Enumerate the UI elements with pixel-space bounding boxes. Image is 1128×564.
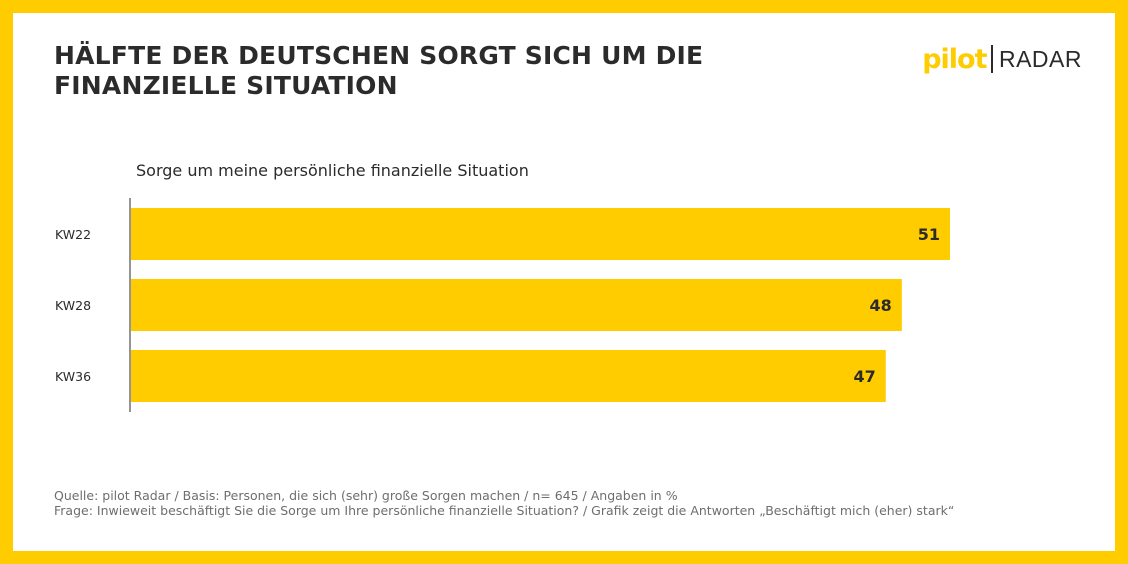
chart-title: Sorge um meine persönliche finanzielle S…: [136, 161, 529, 180]
bar-kw22: [131, 208, 950, 260]
chart-card: HÄLFTE DER DEUTSCHEN SORGT SICH UM DIE F…: [13, 13, 1115, 551]
bar-kw28: [131, 279, 902, 331]
question-note: Frage: Inwieweit beschäftigt Sie die Sor…: [54, 502, 955, 518]
bar-value-label: 47: [853, 367, 875, 386]
category-label: KW36: [55, 369, 91, 384]
pilot-radar-logo: pilot RADAR: [922, 43, 1082, 75]
logo-pilot-wordmark: pilot: [922, 43, 987, 75]
logo-divider: [991, 45, 993, 73]
bar-value-label: 48: [870, 296, 892, 315]
category-label: KW22: [55, 227, 91, 242]
logo-radar-wordmark: RADAR: [998, 45, 1082, 72]
page-title-line-2: FINANZIELLE SITUATION: [54, 71, 398, 100]
bar-chart: KW22 51 KW28 48 KW36 47: [55, 198, 950, 412]
bar-value-label: 51: [918, 225, 940, 244]
page-title-line-1: HÄLFTE DER DEUTSCHEN SORGT SICH UM DIE: [54, 41, 704, 70]
chart-footer: Quelle: pilot Radar / Basis: Personen, d…: [54, 488, 955, 518]
source-note: Quelle: pilot Radar / Basis: Personen, d…: [54, 488, 678, 503]
bar-kw36: [131, 350, 886, 402]
page-title: HÄLFTE DER DEUTSCHEN SORGT SICH UM DIE F…: [54, 41, 703, 101]
category-label: KW28: [55, 298, 91, 313]
